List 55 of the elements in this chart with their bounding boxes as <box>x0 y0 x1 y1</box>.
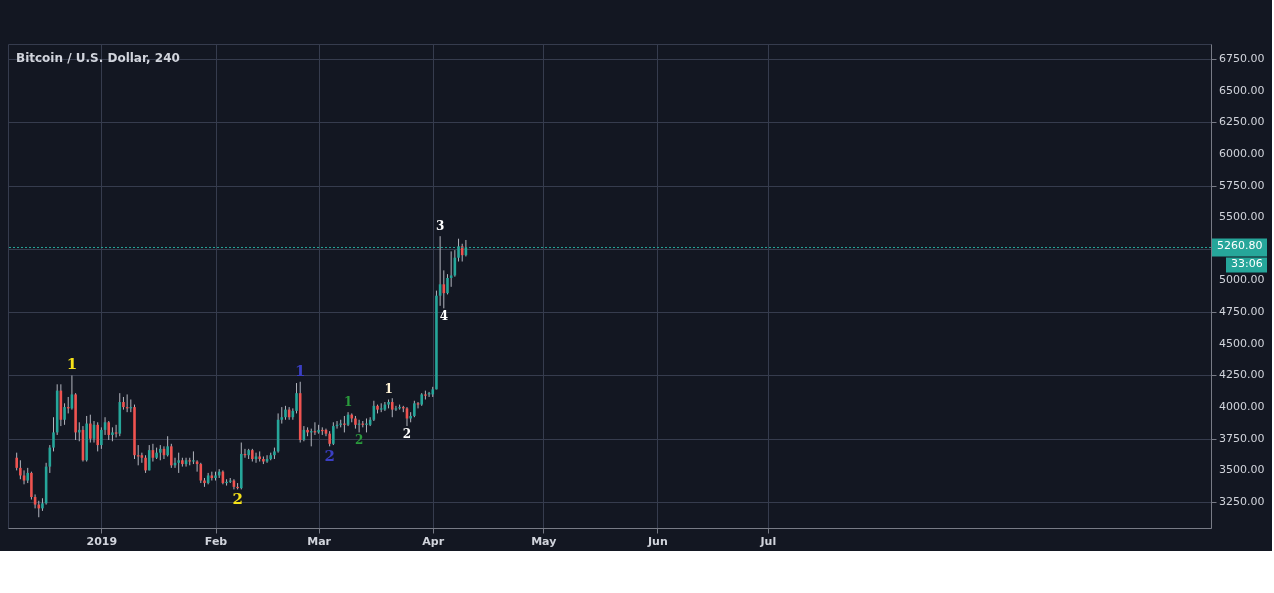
y-tick-label: 6250.00 <box>1219 115 1265 129</box>
x-tick-label: Jun <box>646 534 668 548</box>
annotation: 1 <box>66 355 78 374</box>
candlestick <box>19 459 22 480</box>
annotation: 2 <box>402 427 412 442</box>
candlestick <box>446 273 449 295</box>
candlestick <box>365 417 368 433</box>
y-tick-label: 6000.00 <box>1219 146 1265 160</box>
x-tick-label: Feb <box>204 534 228 548</box>
annotation: 3 <box>435 219 445 234</box>
y-tick-label: 4500.00 <box>1219 336 1265 350</box>
y-tick-label: 3250.00 <box>1219 495 1265 509</box>
candlestick <box>394 405 398 412</box>
y-tick-label: 4250.00 <box>1219 368 1265 382</box>
x-tick-label: May <box>531 534 557 548</box>
text: Bitcoin / U.S. Dollar, 240 <box>16 51 180 65</box>
y-tick-label: 5750.00 <box>1219 178 1265 192</box>
candlestick <box>416 401 420 409</box>
annotation: 1 <box>294 361 306 380</box>
x-tick-label: Apr <box>422 534 445 548</box>
annotation: 4 <box>439 309 448 324</box>
annotation: 2 <box>354 433 364 448</box>
candlestick <box>66 396 70 414</box>
y-tick-label: 5500.00 <box>1219 210 1265 224</box>
y-tick-label: 6500.00 <box>1219 83 1265 97</box>
annotation: 2 <box>232 490 243 509</box>
annotation: 1 <box>343 395 353 410</box>
candlestick <box>332 421 335 446</box>
y-tick-label: 3750.00 <box>1219 431 1265 445</box>
y-tick-label: 3500.00 <box>1219 463 1265 477</box>
candlestick <box>96 421 99 452</box>
candlestick <box>147 444 151 471</box>
candlestick <box>343 415 346 433</box>
x-tick-label: Jul <box>759 534 777 548</box>
candlestick <box>166 435 169 457</box>
y-tick-label: 4000.00 <box>1219 400 1265 414</box>
candlestick <box>114 424 118 438</box>
candlestick <box>63 402 66 426</box>
y-tick-label: 5000.00 <box>1219 273 1265 287</box>
annotation: 2 <box>324 447 335 466</box>
candlestick <box>177 452 180 474</box>
ref-line-label: 5260.80 <box>1217 239 1263 253</box>
text: 33:06 <box>1231 257 1263 271</box>
candlestick <box>52 416 55 452</box>
candlestick <box>295 382 298 414</box>
x-tick-label: Mar <box>307 534 332 548</box>
candlestick <box>170 443 173 469</box>
x-tick-label: 2019 <box>86 534 118 548</box>
y-tick-label: 6750.00 <box>1219 51 1265 65</box>
annotation: 1 <box>384 382 393 397</box>
y-tick-label: 4750.00 <box>1219 305 1265 319</box>
candlestick <box>225 478 228 487</box>
candlestick <box>199 462 203 484</box>
candlestick <box>22 469 26 485</box>
candlestick <box>89 414 92 444</box>
